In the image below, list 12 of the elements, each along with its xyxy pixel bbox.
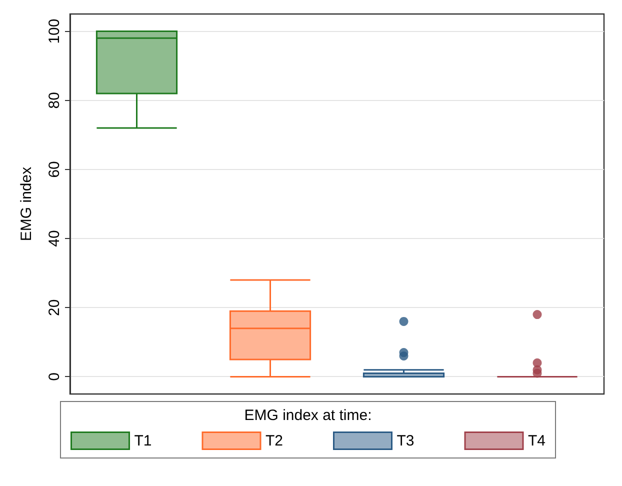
y-tick-label: 40: [46, 230, 63, 247]
y-tick-label: 0: [46, 372, 63, 381]
y-tick-label: 20: [46, 299, 63, 316]
legend-label: T4: [528, 432, 546, 450]
y-axis-title: EMG index: [18, 166, 35, 242]
legend-title: EMG index at time:: [244, 407, 372, 424]
legend-label: T3: [396, 432, 414, 450]
legend-label: T2: [265, 432, 284, 450]
y-tick-label: 80: [46, 92, 63, 109]
y-tick-label: 100: [46, 18, 63, 44]
legend-label: T1: [134, 432, 152, 450]
y-tick-label: 60: [46, 161, 63, 178]
